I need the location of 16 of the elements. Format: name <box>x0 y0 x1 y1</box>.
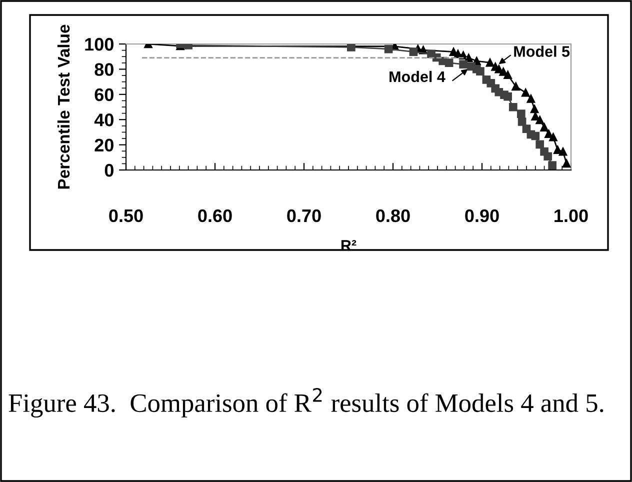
y-axis-title: Percentile Test Value <box>57 24 70 189</box>
y-tick-label: 60 <box>94 88 114 102</box>
annotation: Model 4 <box>390 70 446 82</box>
annotation: Model 5 <box>514 46 570 57</box>
y-tick-label: 40 <box>94 114 114 126</box>
y-tick-label: 100 <box>85 38 114 51</box>
x-tick-label: 0.60 <box>198 209 232 222</box>
x-tick-label: 0.50 <box>109 209 143 222</box>
x-tick-label: 1.00 <box>554 209 588 222</box>
x-tick-label: 0.70 <box>287 209 321 222</box>
y-tick-label: 20 <box>94 138 114 152</box>
y-tick-label: 0 <box>104 164 114 177</box>
x-tick-label: 0.90 <box>465 209 499 222</box>
caption: Figure 43. Comparison of R$^{2}$ results of Models 4 and 5. <box>8 388 604 418</box>
x-tick-label: 0.80 <box>376 209 410 222</box>
y-tick-label: 80 <box>94 63 114 76</box>
